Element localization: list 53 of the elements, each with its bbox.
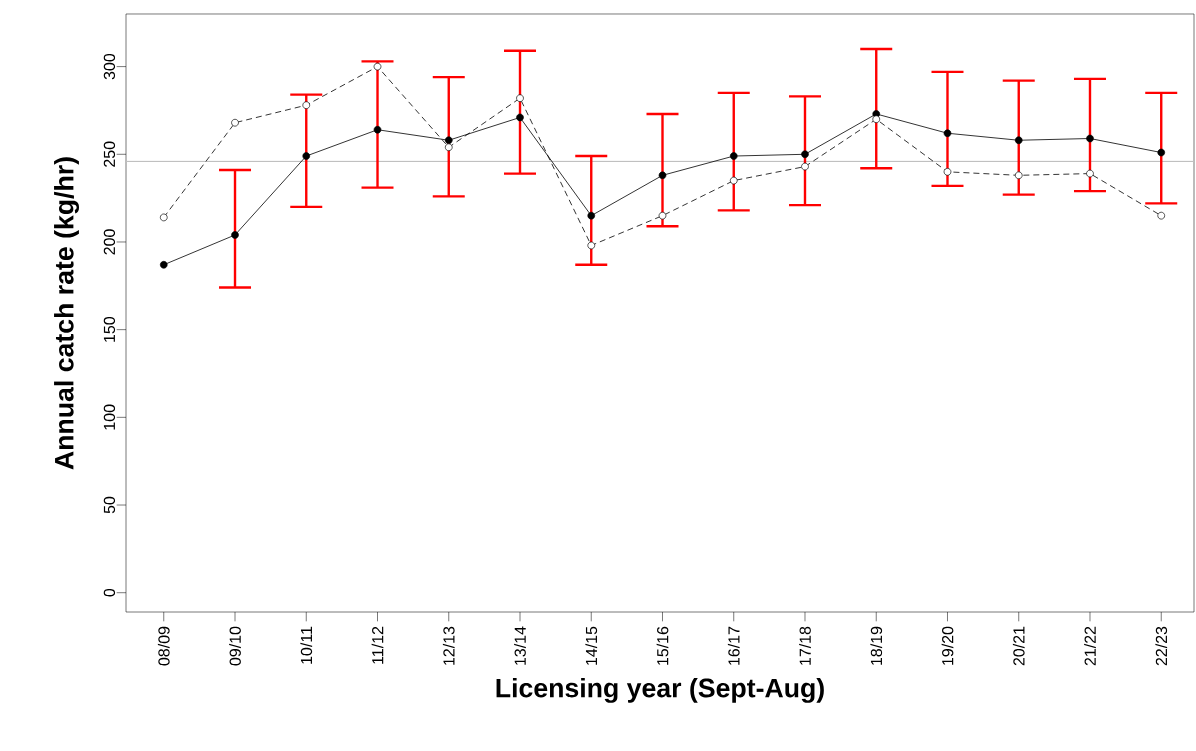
x-tick-label: 16/17: [727, 626, 740, 665]
y-axis-title: Annual catch rate (kg/hr): [54, 157, 80, 470]
point: [516, 94, 524, 102]
x-tick-label: 11/12: [371, 626, 384, 664]
x-tick-label: 18/19: [870, 626, 883, 665]
y-tick-label: 100: [103, 404, 116, 430]
point: [373, 62, 382, 71]
point: [1157, 211, 1166, 220]
y-tick-label: 150: [103, 316, 116, 342]
point: [801, 150, 809, 159]
x-tick-label: 14/15: [585, 626, 598, 665]
point: [872, 115, 881, 124]
point: [658, 171, 667, 180]
point: [444, 136, 453, 145]
point: [1086, 169, 1094, 178]
x-tick-label: 09/10: [229, 626, 241, 666]
x-tick-label: 22/23: [1155, 626, 1168, 666]
point: [943, 129, 952, 138]
y-tick-label: 300: [103, 53, 116, 80]
x-tick-label: 12/13: [442, 626, 455, 665]
point: [729, 152, 738, 160]
point: [1014, 171, 1023, 180]
x-tick-label: 10/11: [300, 626, 313, 664]
point: [444, 143, 453, 152]
point: [587, 241, 596, 250]
point: [658, 211, 667, 220]
point: [1157, 148, 1166, 157]
point: [302, 152, 311, 160]
x-axis-title: Licensing year (Sept-Aug): [496, 677, 824, 703]
x-tick-label: 20/21: [1012, 626, 1025, 666]
point: [302, 101, 311, 109]
point: [231, 118, 239, 127]
x-tick-label: 19/20: [941, 626, 954, 665]
point: [373, 125, 382, 134]
x-tick-label: 08/09: [157, 626, 170, 666]
x-tick-label: 13/14: [514, 626, 526, 665]
point: [1014, 136, 1023, 145]
point: [516, 113, 524, 122]
point: [729, 176, 738, 185]
point: [943, 168, 952, 176]
x-tick-label: 21/22: [1084, 626, 1096, 666]
y-tick-label: 250: [103, 141, 116, 167]
point: [1086, 134, 1094, 143]
x-tick-label: 15/16: [656, 626, 669, 665]
y-tick-label: 0: [103, 588, 116, 597]
point: [587, 211, 596, 220]
point: [159, 260, 168, 269]
x-tick-label: 17/18: [799, 626, 811, 665]
point: [231, 231, 239, 239]
y-tick-label: 200: [103, 229, 116, 255]
point: [159, 213, 168, 222]
y-tick-label: 50: [103, 496, 116, 514]
point: [801, 162, 809, 171]
